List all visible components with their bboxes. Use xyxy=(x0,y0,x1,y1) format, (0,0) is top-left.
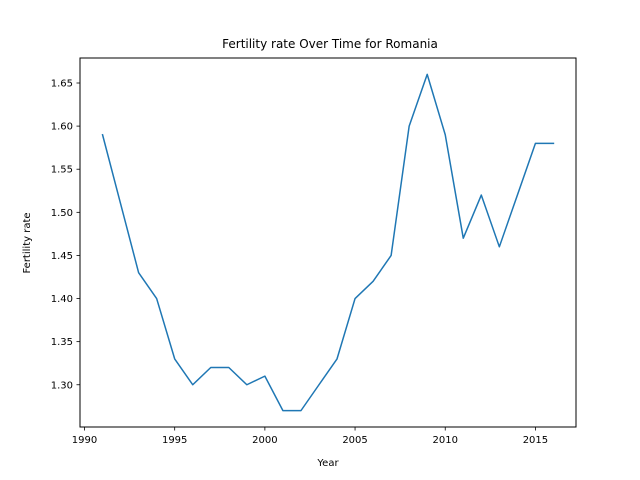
y-tick-label: 1.35 xyxy=(51,337,73,348)
chart-title: Fertility rate Over Time for Romania xyxy=(222,37,438,51)
series-line xyxy=(101,73,555,412)
y-axis-label: Fertility rate xyxy=(22,212,33,273)
y-tick-label: 1.65 xyxy=(51,79,73,90)
x-tick-label: 2015 xyxy=(523,435,548,446)
y-tick-label: 1.30 xyxy=(51,380,73,391)
x-tick-label: 2005 xyxy=(342,435,367,446)
y-tick-label: 1.50 xyxy=(51,208,73,219)
y-tick-label: 1.40 xyxy=(51,294,73,305)
x-tick-label: 2000 xyxy=(252,435,277,446)
y-tick-label: 1.60 xyxy=(51,122,73,133)
axes-frame xyxy=(79,57,577,428)
y-tick-label: 1.45 xyxy=(51,251,73,262)
plot-area xyxy=(101,73,555,412)
x-tick-label: 1995 xyxy=(162,435,187,446)
x-tick-label: 1990 xyxy=(72,435,97,446)
x-tick-label: 2010 xyxy=(433,435,458,446)
x-axis-label: Year xyxy=(316,458,339,469)
x-axis: 1990 1995 2000 2005 2010 2015 xyxy=(72,427,548,446)
y-axis: 1.30 1.35 1.40 1.45 1.50 1.55 1.60 1.65 xyxy=(51,79,80,391)
y-tick-label: 1.55 xyxy=(51,165,73,176)
